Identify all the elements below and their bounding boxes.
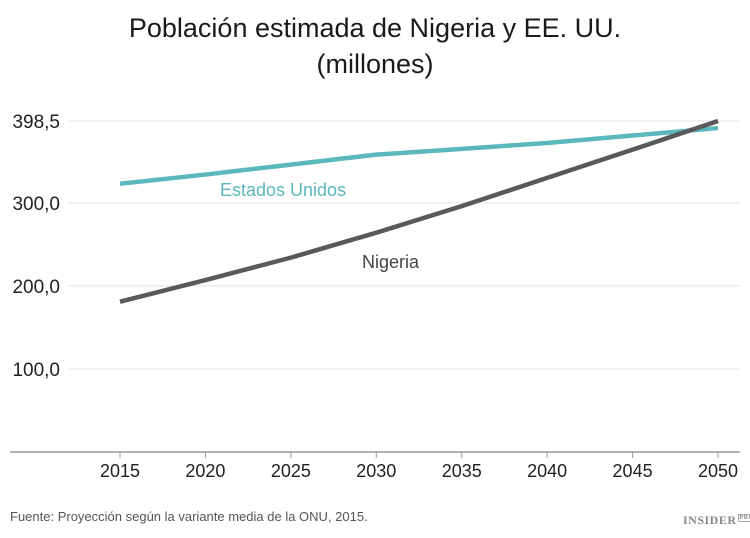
y-tick-label: 100,0 — [12, 360, 60, 381]
series-line-estados-unidos — [119, 125, 719, 186]
logo-badge: PRO — [737, 514, 750, 522]
insider-pro-logo: INSIDERPRO — [683, 513, 750, 528]
title-line: Población estimada de Nigeria y EE. UU. — [128, 13, 622, 43]
x-tick-label: 2030 — [356, 461, 396, 481]
chart-title: Población estimada de Nigeria y EE. UU. … — [0, 10, 750, 82]
series-line-nigeria — [119, 118, 719, 304]
logo-text: INSIDER — [683, 513, 737, 527]
series-label-estados-unidos: Estados Unidos — [220, 180, 346, 200]
x-tick-label: 2035 — [442, 461, 482, 481]
x-tick-label: 2040 — [527, 461, 567, 481]
x-tick-label: 2015 — [100, 461, 140, 481]
x-tick-label: 2050 — [698, 461, 738, 481]
series-label-nigeria: Nigeria — [362, 252, 420, 272]
y-tick-label: 300,0 — [12, 194, 60, 215]
x-tick-label: 2025 — [271, 461, 311, 481]
x-tick-label: 2045 — [613, 461, 653, 481]
x-tick-label: 2020 — [185, 461, 225, 481]
subtitle-line: (millones) — [316, 49, 434, 79]
y-tick-label: 200,0 — [12, 277, 60, 298]
source-note: Fuente: Proyección según la variante med… — [10, 509, 368, 524]
y-tick-label: 398,5 — [12, 112, 60, 133]
